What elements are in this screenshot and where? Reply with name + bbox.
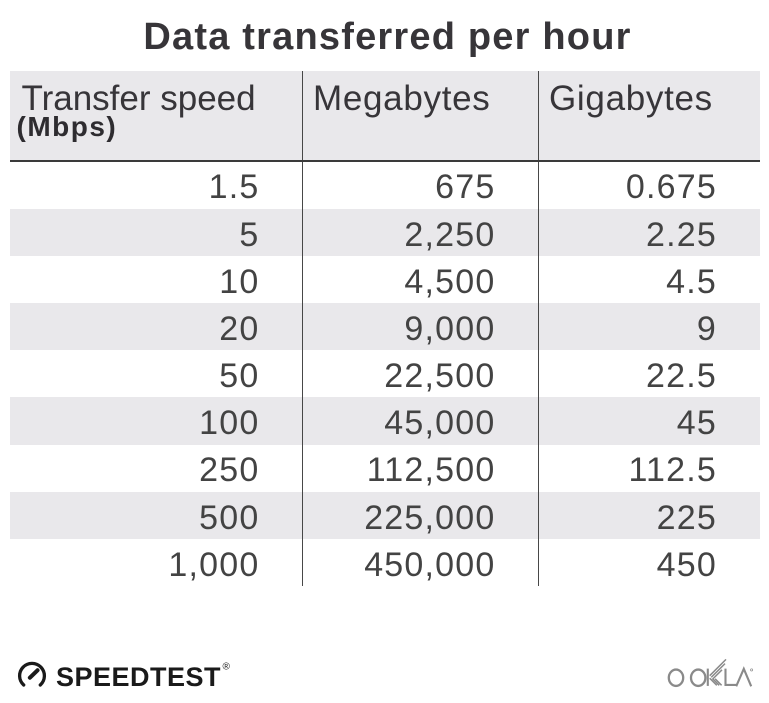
svg-text:SPEEDTEST: SPEEDTEST [56, 662, 221, 692]
svg-text:®: ® [223, 662, 231, 673]
